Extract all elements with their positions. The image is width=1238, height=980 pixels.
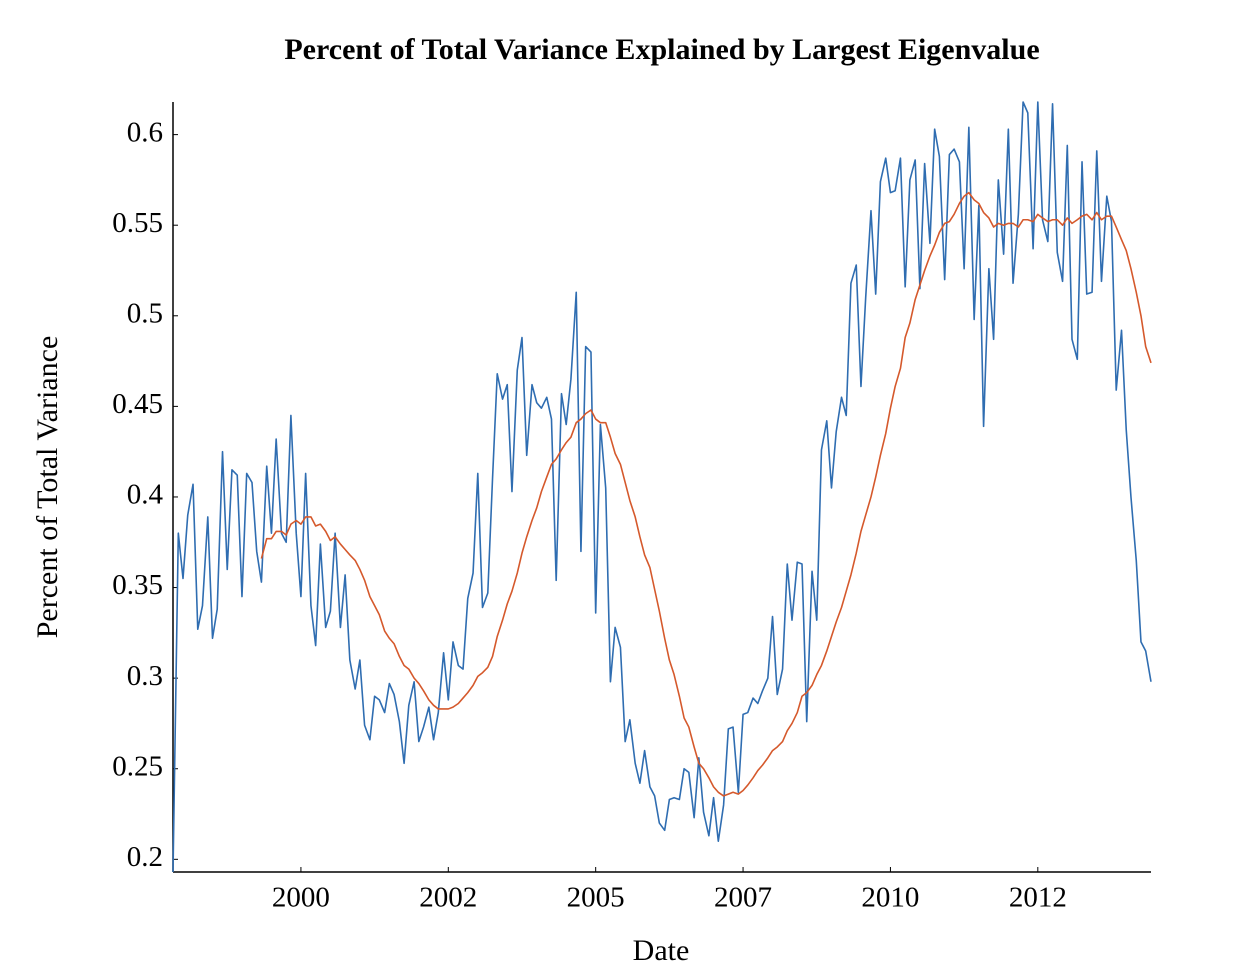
data-line <box>172 101 1152 873</box>
y-tick-label: 0.6 <box>127 116 163 148</box>
y-tick-label: 0.55 <box>112 207 163 239</box>
x-tick-label: 2007 <box>714 882 772 914</box>
y-tick-label: 0.35 <box>112 569 163 601</box>
x-tick-label: 2010 <box>861 882 919 914</box>
x-tick-label: 2012 <box>1009 882 1067 914</box>
y-axis-label: Percent of Total Variance <box>31 336 64 639</box>
x-tick-label: 2005 <box>567 882 625 914</box>
y-tick-label: 0.2 <box>127 841 163 873</box>
y-tick-label: 0.3 <box>127 660 163 692</box>
x-tick-label: 2000 <box>272 882 330 914</box>
x-axis-label: Date <box>633 934 690 967</box>
chart-title: Percent of Total Variance Explained by L… <box>284 33 1039 66</box>
data-line <box>260 191 1152 797</box>
y-tick-label: 0.45 <box>112 388 163 420</box>
y-tick-label: 0.4 <box>127 479 164 511</box>
y-tick-label: 0.5 <box>127 297 163 329</box>
x-tick-label: 2002 <box>419 882 477 914</box>
y-tick-label: 0.25 <box>112 750 163 782</box>
